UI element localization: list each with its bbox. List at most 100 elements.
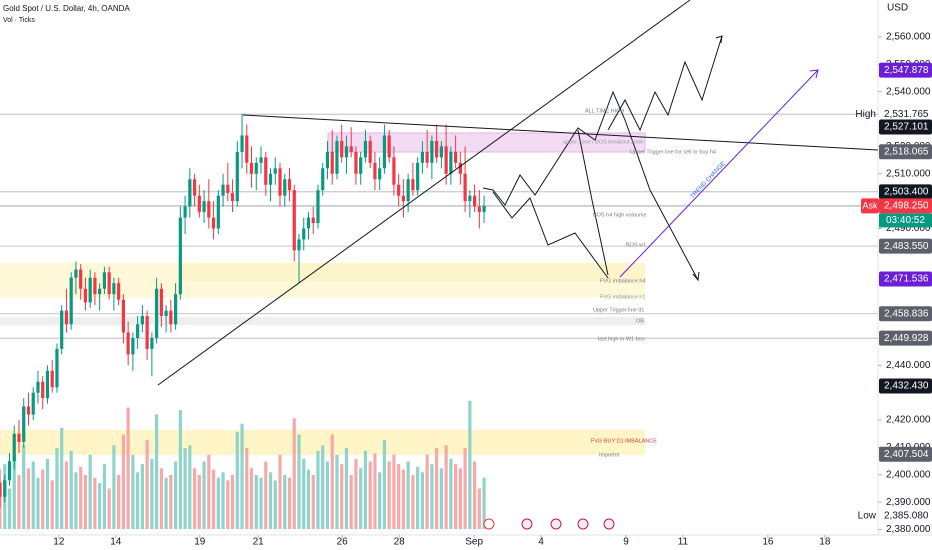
- candle-body: [397, 184, 401, 196]
- volume-bar: [50, 480, 54, 529]
- candle-body: [444, 146, 448, 174]
- volume-bar: [349, 475, 353, 529]
- volume-bar: [354, 458, 358, 529]
- events: [483, 518, 615, 530]
- price-tag-label: 2,498.250: [884, 201, 929, 212]
- price-tag-label: 2,471.536: [884, 274, 929, 285]
- volume-bar: [273, 480, 277, 529]
- x-tick-label: 21: [253, 537, 265, 548]
- candle-body: [26, 406, 31, 415]
- volume-bar: [359, 468, 363, 529]
- price-tag-prefix: Ask: [862, 200, 878, 210]
- price-tag: [879, 198, 932, 214]
- price-tag-label: 2,458.836: [884, 308, 929, 319]
- volume-bar: [382, 439, 387, 529]
- price-tag: [879, 271, 932, 287]
- candle-body: [192, 179, 197, 196]
- candle-body: [435, 140, 439, 158]
- volume-bar: [392, 454, 396, 529]
- candle-body: [273, 168, 277, 174]
- candle-body: [169, 310, 173, 325]
- annotation: FVG imbalance h4: [600, 278, 646, 284]
- candles-layer: [0, 113, 486, 508]
- volume-bar: [249, 468, 254, 529]
- candle-body: [420, 151, 424, 163]
- volume-bar: [463, 448, 467, 529]
- candle-body: [330, 151, 334, 174]
- candle-body: [64, 310, 69, 325]
- candle-body: [150, 337, 154, 349]
- candle-body: [211, 217, 216, 229]
- candle-body: [60, 310, 64, 349]
- volume-bar: [221, 472, 225, 529]
- volume-bar: [26, 468, 31, 529]
- candle-body: [140, 316, 144, 325]
- volume-bar: [192, 468, 197, 529]
- annotation: OB: [636, 318, 644, 324]
- chart-title: Gold Spot / U.S. Dollar, 4h, OANDA: [3, 4, 130, 13]
- candle-body: [98, 288, 102, 295]
- y-tick-label: 2,540.000: [886, 86, 931, 97]
- x-tick-label: 26: [337, 537, 349, 548]
- candle-body: [477, 206, 481, 213]
- drawings: [157, 0, 879, 386]
- arrow-head: [809, 69, 819, 79]
- candle-body: [316, 190, 320, 224]
- volume-bar: [311, 475, 315, 529]
- candle-body: [458, 162, 462, 174]
- candle-body: [287, 179, 292, 191]
- volume-bar: [230, 475, 235, 529]
- candle-body: [74, 269, 78, 278]
- volume-bar: [107, 488, 111, 529]
- candle-body: [183, 206, 187, 218]
- chart-subtitle: Vol · Ticks: [3, 17, 35, 24]
- volume-bar: [235, 431, 239, 529]
- candle-body: [359, 157, 363, 174]
- volume-bar: [159, 468, 163, 529]
- candle-body: [230, 192, 235, 202]
- candle-body: [349, 146, 353, 152]
- candle-body: [3, 480, 7, 497]
- candle-body: [159, 288, 163, 317]
- volume-bar: [373, 453, 377, 529]
- x-tick-label: Sep: [465, 537, 483, 548]
- candle-body: [368, 140, 372, 163]
- candle-body: [55, 348, 59, 388]
- volume-bar: [439, 468, 443, 529]
- x-tick-label: 28: [394, 537, 406, 548]
- volume-bar: [169, 475, 173, 529]
- volume-bar: [340, 464, 344, 529]
- volume-bar: [254, 475, 258, 529]
- projection-path: [607, 35, 723, 132]
- volume-bar: [145, 439, 149, 529]
- y-tick-label: 2,440.000: [886, 360, 931, 371]
- price-tag: [879, 330, 932, 346]
- candle-body: [411, 179, 415, 191]
- candle-body: [207, 201, 211, 218]
- volume-bar: [306, 469, 311, 529]
- countdown-box: [879, 213, 932, 228]
- volume-bar: [36, 477, 40, 529]
- candle-body: [254, 162, 258, 174]
- candle-body: [102, 272, 107, 289]
- candle-body: [174, 294, 178, 325]
- volume-bar: [117, 475, 121, 529]
- volume-bar: [397, 464, 401, 529]
- event-icon: [483, 518, 495, 530]
- event-icon: [550, 518, 562, 530]
- price-tag: [879, 119, 932, 135]
- volume-bar: [477, 488, 481, 529]
- ob-zone: [0, 317, 645, 325]
- candle-body: [378, 168, 382, 180]
- candle-body: [50, 370, 54, 388]
- volume-bar: [64, 461, 69, 529]
- volume-bar: [468, 400, 472, 529]
- volume-bar: [297, 434, 301, 529]
- volume-bar: [207, 454, 211, 529]
- candle-body: [278, 168, 282, 196]
- annotation: Upper Trigger line d1: [593, 307, 644, 313]
- volume-layer: [0, 400, 486, 529]
- candle-body: [7, 461, 12, 481]
- price-tag-prefix: Low: [858, 510, 877, 521]
- event-icon: [577, 518, 589, 530]
